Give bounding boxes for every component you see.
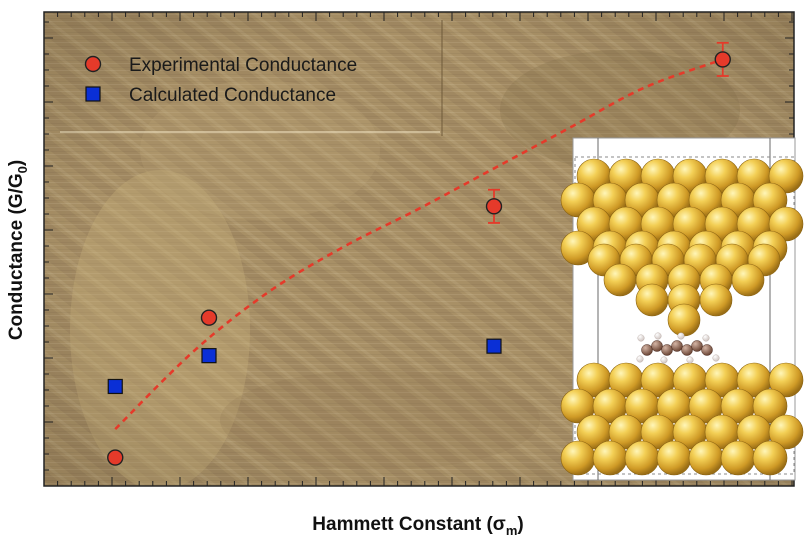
gold-atom — [656, 440, 692, 476]
x-axis-title: Hammett Constant (σm) — [312, 514, 523, 538]
hydrogen-atom — [686, 356, 694, 364]
y-axis-title: Conductance (G/G0) — [6, 160, 30, 340]
gold-atom — [560, 440, 596, 476]
legend: Experimental Conductance Calculated Cond… — [84, 55, 357, 106]
gold-atom — [603, 263, 637, 297]
molecular-junction-inset — [560, 137, 804, 481]
gold-atom — [720, 440, 756, 476]
experimental-point — [107, 449, 124, 466]
experimental-point — [200, 309, 218, 326]
gold-atom — [667, 303, 701, 337]
hydrogen-atom — [636, 355, 644, 363]
carbon-atom — [691, 340, 703, 352]
gold-atom — [752, 440, 788, 476]
legend-label-calculated: Calculated Conductance — [129, 85, 336, 106]
hydrogen-atom — [712, 354, 720, 362]
gold-atom — [768, 414, 804, 450]
gold-atom — [699, 283, 733, 317]
hydrogen-atom — [677, 332, 685, 340]
gold-atom — [635, 283, 669, 317]
data-marks — [107, 41, 731, 466]
carbon-atom — [641, 344, 653, 356]
legend-marker-experimental — [84, 55, 102, 73]
carbon-atom — [681, 344, 693, 356]
gold-atom — [768, 362, 804, 398]
gold-atom — [688, 440, 724, 476]
gold-atom — [592, 440, 628, 476]
experimental-point — [714, 51, 731, 68]
fit-curve-dashed — [114, 58, 724, 431]
carbon-atom — [701, 344, 713, 356]
hydrogen-atom — [654, 332, 662, 340]
calculated-point — [201, 348, 217, 364]
experimental-point — [485, 198, 503, 215]
carbon-atom — [651, 340, 663, 352]
hydrogen-atom — [702, 334, 710, 342]
gold-atom — [731, 263, 765, 297]
carbon-atom — [661, 344, 673, 356]
legend-marker-calculated — [85, 86, 101, 102]
calculated-point — [486, 338, 502, 354]
gold-atom — [624, 440, 660, 476]
gold-atom — [752, 388, 788, 424]
carbon-atom — [671, 340, 683, 352]
legend-label-experimental: Experimental Conductance — [129, 55, 357, 76]
hydrogen-atom — [660, 356, 668, 364]
calculated-point — [107, 378, 123, 395]
hydrogen-atom — [637, 334, 645, 342]
